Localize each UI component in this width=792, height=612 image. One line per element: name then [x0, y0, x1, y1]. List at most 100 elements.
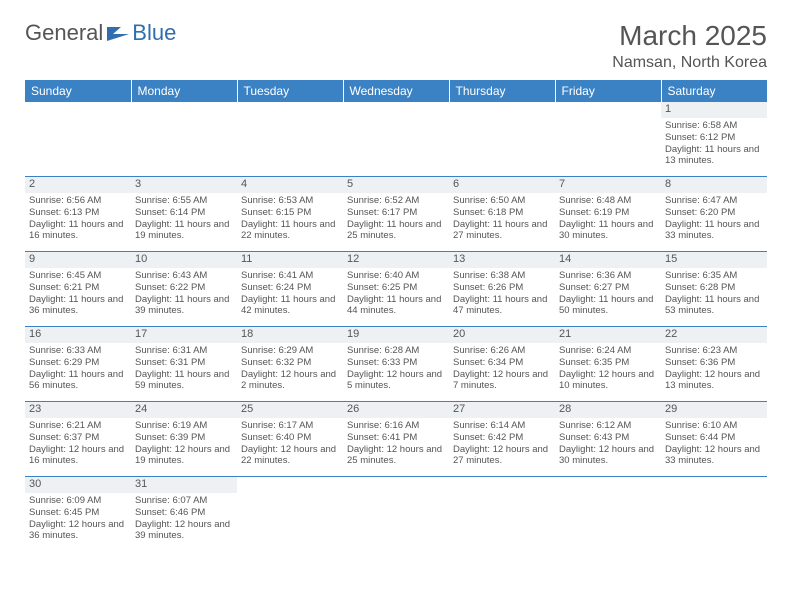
- calendar-empty-cell: [449, 477, 555, 552]
- sunset-text: Sunset: 6:22 PM: [135, 282, 233, 294]
- daylight-text: Daylight: 12 hours and 7 minutes.: [453, 369, 551, 393]
- day-number: 4: [237, 177, 343, 193]
- calendar-day-cell: 22Sunrise: 6:23 AMSunset: 6:36 PMDayligh…: [661, 327, 767, 402]
- sunrise-text: Sunrise: 6:26 AM: [453, 345, 551, 357]
- daylight-text: Daylight: 12 hours and 22 minutes.: [241, 444, 339, 468]
- sunrise-text: Sunrise: 6:29 AM: [241, 345, 339, 357]
- sunset-text: Sunset: 6:46 PM: [135, 507, 233, 519]
- day-number: 5: [343, 177, 449, 193]
- calendar-day-cell: 21Sunrise: 6:24 AMSunset: 6:35 PMDayligh…: [555, 327, 661, 402]
- day-number: 22: [661, 327, 767, 343]
- day-number: 14: [555, 252, 661, 268]
- daylight-text: Daylight: 12 hours and 2 minutes.: [241, 369, 339, 393]
- day-number: 25: [237, 402, 343, 418]
- sunrise-text: Sunrise: 6:23 AM: [665, 345, 763, 357]
- sunrise-text: Sunrise: 6:45 AM: [29, 270, 127, 282]
- sunset-text: Sunset: 6:36 PM: [665, 357, 763, 369]
- day-number: 20: [449, 327, 555, 343]
- calendar-day-cell: 9Sunrise: 6:45 AMSunset: 6:21 PMDaylight…: [25, 252, 131, 327]
- calendar-day-cell: 29Sunrise: 6:10 AMSunset: 6:44 PMDayligh…: [661, 402, 767, 477]
- daylight-text: Daylight: 11 hours and 56 minutes.: [29, 369, 127, 393]
- day-number: 3: [131, 177, 237, 193]
- calendar-day-cell: 17Sunrise: 6:31 AMSunset: 6:31 PMDayligh…: [131, 327, 237, 402]
- calendar-empty-cell: [661, 477, 767, 552]
- sunset-text: Sunset: 6:20 PM: [665, 207, 763, 219]
- sunrise-text: Sunrise: 6:52 AM: [347, 195, 445, 207]
- location-label: Namsan, North Korea: [612, 54, 767, 72]
- sunset-text: Sunset: 6:26 PM: [453, 282, 551, 294]
- sunset-text: Sunset: 6:31 PM: [135, 357, 233, 369]
- daylight-text: Daylight: 12 hours and 5 minutes.: [347, 369, 445, 393]
- sunrise-text: Sunrise: 6:41 AM: [241, 270, 339, 282]
- daylight-text: Daylight: 12 hours and 25 minutes.: [347, 444, 445, 468]
- sunrise-text: Sunrise: 6:21 AM: [29, 420, 127, 432]
- day-number: 21: [555, 327, 661, 343]
- logo-text-2: Blue: [132, 20, 176, 46]
- calendar-empty-cell: [449, 102, 555, 177]
- sunset-text: Sunset: 6:28 PM: [665, 282, 763, 294]
- sunset-text: Sunset: 6:15 PM: [241, 207, 339, 219]
- daylight-text: Daylight: 11 hours and 44 minutes.: [347, 294, 445, 318]
- sunset-text: Sunset: 6:29 PM: [29, 357, 127, 369]
- sunset-text: Sunset: 6:18 PM: [453, 207, 551, 219]
- calendar-day-cell: 2Sunrise: 6:56 AMSunset: 6:13 PMDaylight…: [25, 177, 131, 252]
- day-number: 9: [25, 252, 131, 268]
- dayname-header: Saturday: [661, 80, 767, 102]
- logo-text-1: General: [25, 20, 103, 46]
- day-number: 15: [661, 252, 767, 268]
- calendar-week-row: 9 Sunrise: 6:45 AMSunset: 6:21 PM Daylight…: [25, 252, 767, 327]
- day-number: 19: [343, 327, 449, 343]
- calendar-day-cell: 20Sunrise: 6:26 AMSunset: 6:34 PMDayligh…: [449, 327, 555, 402]
- sunrise-text: Sunrise: 6:31 AM: [135, 345, 233, 357]
- daylight-text: Daylight: 12 hours and 10 minutes.: [559, 369, 657, 393]
- day-number: 24: [131, 402, 237, 418]
- day-number: 6: [449, 177, 555, 193]
- calendar-week-row: 30Sunrise: 6:09 AMSunset: 6:45 PMDayligh…: [25, 477, 767, 552]
- calendar-day-cell: 15Sunrise: 6:35 AMSunset: 6:28 PMDayligh…: [661, 252, 767, 327]
- day-number: 13: [449, 252, 555, 268]
- calendar-day-cell: 11Sunrise: 6:41 AMSunset: 6:24 PMDayligh…: [237, 252, 343, 327]
- sunrise-text: Sunrise: 6:12 AM: [559, 420, 657, 432]
- calendar-header-row: SundayMondayTuesdayWednesdayThursdayFrid…: [25, 80, 767, 102]
- sunrise-text: Sunrise: 6:17 AM: [241, 420, 339, 432]
- sunset-text: Sunset: 6:32 PM: [241, 357, 339, 369]
- daylight-text: Daylight: 11 hours and 47 minutes.: [453, 294, 551, 318]
- daylight-text: Daylight: 11 hours and 25 minutes.: [347, 219, 445, 243]
- page-title: March 2025: [612, 20, 767, 52]
- calendar-empty-cell: [25, 102, 131, 177]
- calendar-day-cell: 7Sunrise: 6:48 AMSunset: 6:19 PMDaylight…: [555, 177, 661, 252]
- sunset-text: Sunset: 6:45 PM: [29, 507, 127, 519]
- sunset-text: Sunset: 6:35 PM: [559, 357, 657, 369]
- calendar-empty-cell: [343, 102, 449, 177]
- sunrise-text: Sunrise: 6:53 AM: [241, 195, 339, 207]
- daylight-text: Daylight: 11 hours and 19 minutes.: [135, 219, 233, 243]
- calendar-day-cell: 14Sunrise: 6:36 AMSunset: 6:27 PMDayligh…: [555, 252, 661, 327]
- sunset-text: Sunset: 6:19 PM: [559, 207, 657, 219]
- calendar-day-cell: 30Sunrise: 6:09 AMSunset: 6:45 PMDayligh…: [25, 477, 131, 552]
- day-number: 30: [25, 477, 131, 493]
- dayname-header: Thursday: [449, 80, 555, 102]
- calendar-day-cell: 27Sunrise: 6:14 AMSunset: 6:42 PMDayligh…: [449, 402, 555, 477]
- daylight-text: Daylight: 11 hours and 22 minutes.: [241, 219, 339, 243]
- calendar-empty-cell: [237, 102, 343, 177]
- sunrise-text: Sunrise: 6:56 AM: [29, 195, 127, 207]
- day-number: 1: [661, 102, 767, 118]
- calendar-empty-cell: [343, 477, 449, 552]
- sunrise-text: Sunrise: 6:36 AM: [559, 270, 657, 282]
- sunrise-text: Sunrise: 6:55 AM: [135, 195, 233, 207]
- calendar-empty-cell: [555, 102, 661, 177]
- calendar-day-cell: 3Sunrise: 6:55 AMSunset: 6:14 PMDaylight…: [131, 177, 237, 252]
- calendar-day-cell: 5Sunrise: 6:52 AMSunset: 6:17 PMDaylight…: [343, 177, 449, 252]
- day-number: 27: [449, 402, 555, 418]
- sunrise-text: Sunrise: 6:28 AM: [347, 345, 445, 357]
- calendar-week-row: 23Sunrise: 6:21 AMSunset: 6:37 PMDayligh…: [25, 402, 767, 477]
- daylight-text: Daylight: 11 hours and 27 minutes.: [453, 219, 551, 243]
- calendar-day-cell: 4 Sunrise: 6:53 AMSunset: 6:15 PMDaylight…: [237, 177, 343, 252]
- sunset-text: Sunset: 6:21 PM: [29, 282, 127, 294]
- sunset-text: Sunset: 6:24 PM: [241, 282, 339, 294]
- calendar-day-cell: 19Sunrise: 6:28 AMSunset: 6:33 PMDayligh…: [343, 327, 449, 402]
- sunset-text: Sunset: 6:12 PM: [665, 132, 763, 144]
- calendar-week-row: 2Sunrise: 6:56 AMSunset: 6:13 PMDaylight…: [25, 177, 767, 252]
- logo: General Blue: [25, 20, 176, 46]
- calendar-empty-cell: [131, 102, 237, 177]
